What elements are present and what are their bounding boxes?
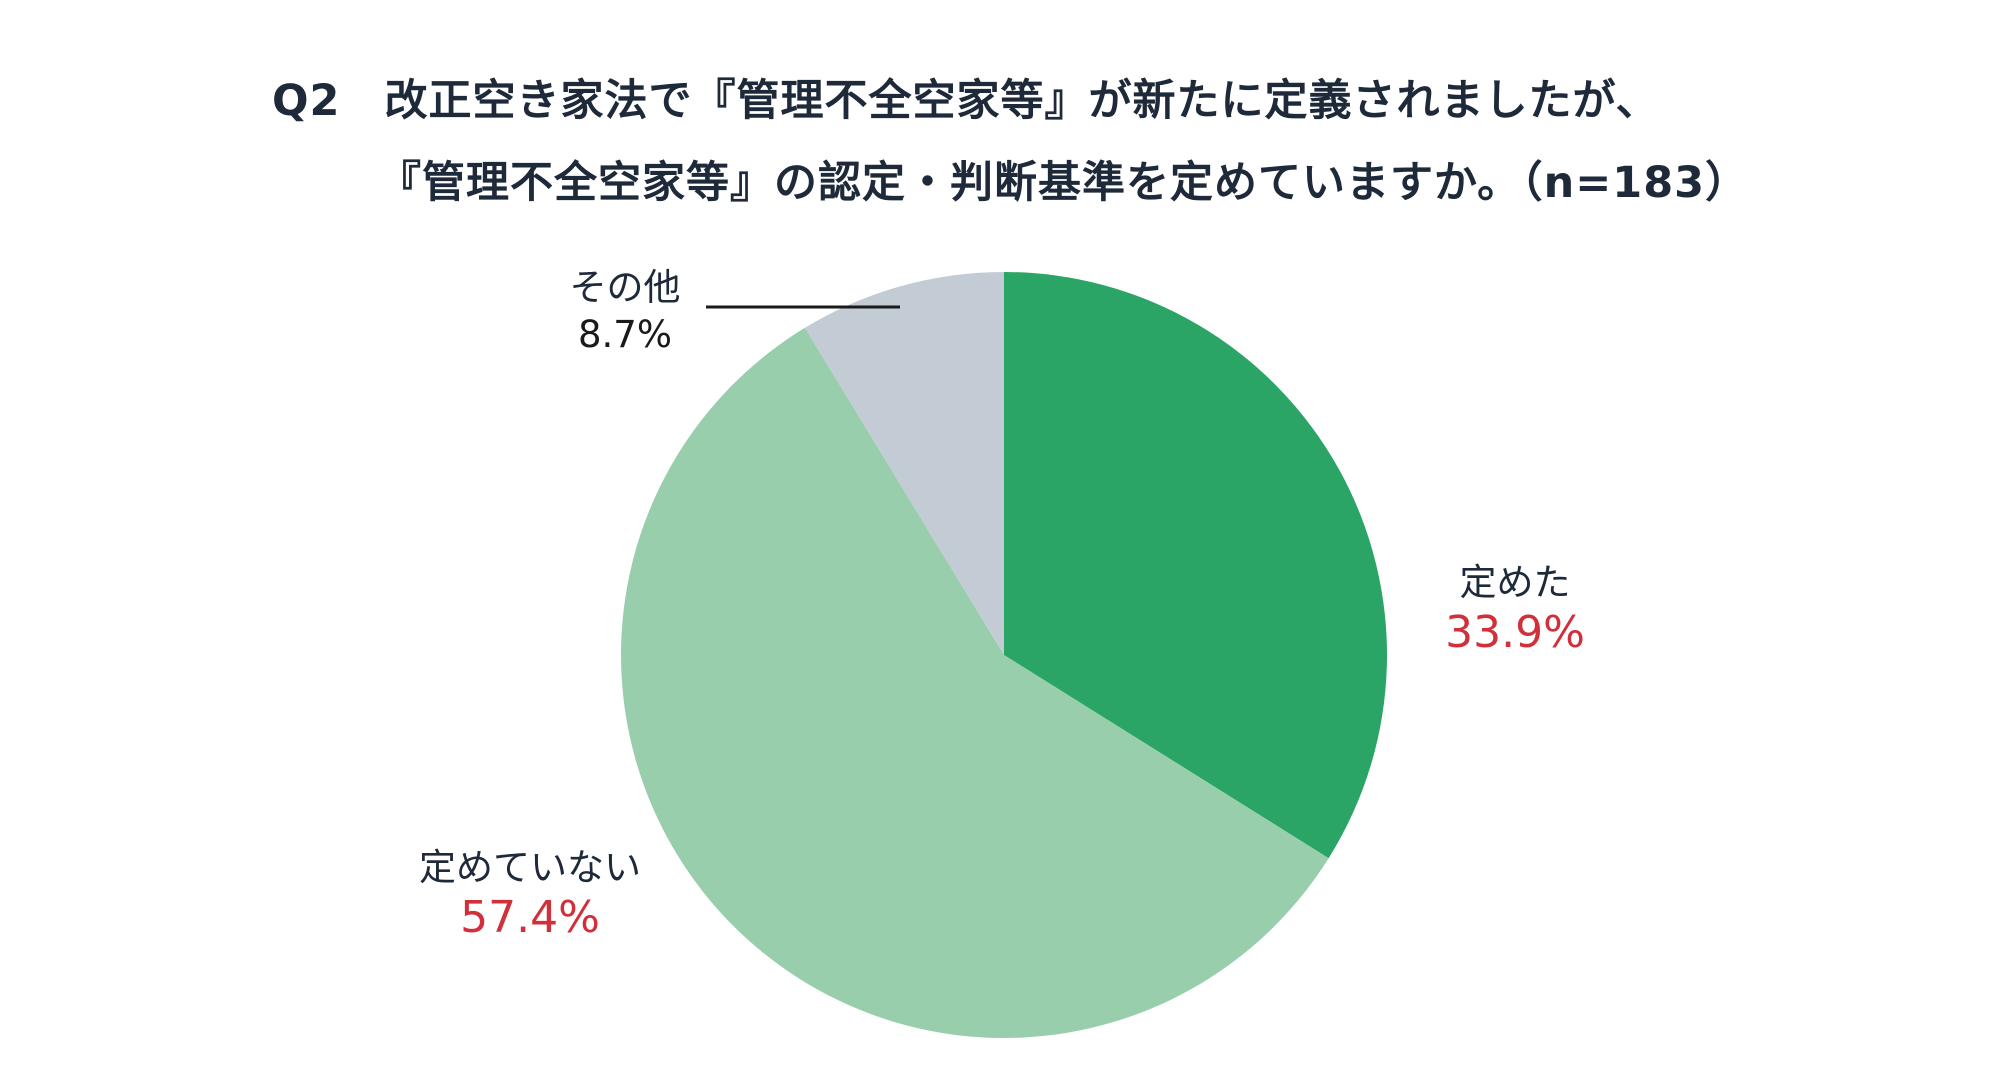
chart-title-line-2: 『管理不全空家等』の認定・判断基準を定めていますか。（n=183）: [378, 158, 1750, 208]
chart-title-line-1: Q2 改正空き家法で『管理不全空家等』が新たに定義されましたが、: [272, 76, 1660, 126]
slice-value-label: 33.9%: [1445, 607, 1585, 658]
pie-slice-other: [804, 272, 1004, 655]
pie-slice-not-defined: [621, 327, 1329, 1038]
slice-value-label: 8.7%: [578, 313, 672, 356]
slice-category-label: 定めていない: [419, 846, 641, 889]
pie-slices: [621, 272, 1388, 1038]
slice-label-other: その他 8.7%: [545, 265, 705, 359]
slice-category-label: その他: [569, 266, 681, 309]
slice-value-label: 57.4%: [460, 892, 600, 943]
slice-label-not-defined: 定めていない 57.4%: [395, 845, 665, 945]
slice-label-defined: 定めた 33.9%: [1430, 560, 1600, 660]
slice-category-label: 定めた: [1459, 561, 1571, 604]
pie-slice-defined: [1004, 272, 1388, 859]
